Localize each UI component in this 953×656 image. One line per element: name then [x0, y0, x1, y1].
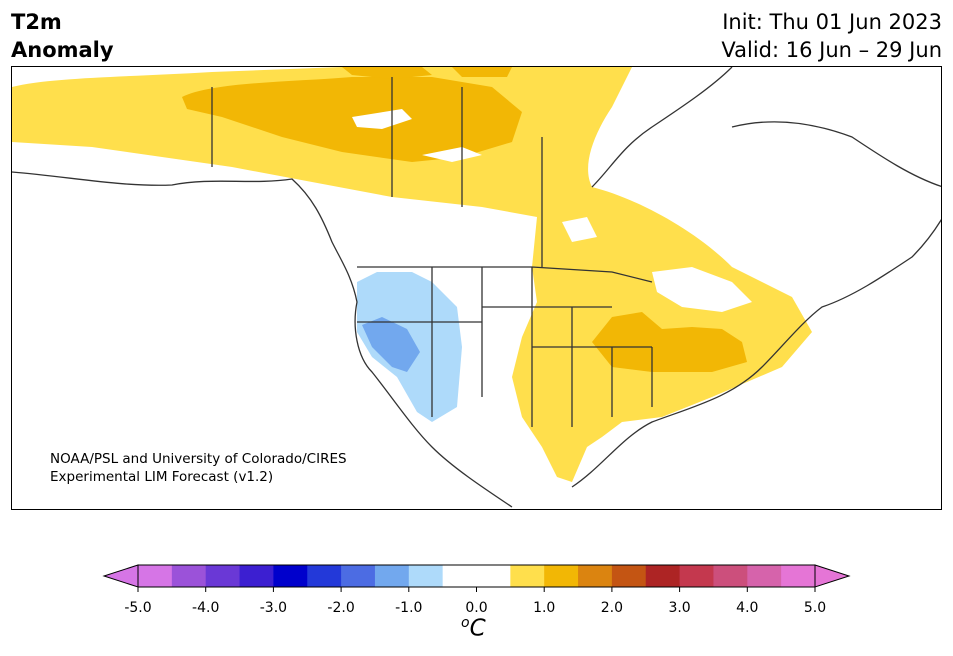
colorbar-swatch: [781, 565, 816, 587]
colorbar-swatch: [611, 565, 647, 587]
colorbar-swatch: [138, 565, 173, 587]
colorbar-swatch: [341, 565, 376, 587]
colorbar-tick-label: 5.0: [804, 600, 826, 616]
colorbar-tick-label: 3.0: [668, 600, 690, 616]
degree-symbol: o: [461, 615, 470, 631]
colorbar-tick-label: -2.0: [327, 600, 354, 616]
anomaly-map: NOAA/PSL and University of Colorado/CIRE…: [11, 66, 942, 510]
title-line-1: T2m: [11, 10, 62, 34]
unit-label: oC: [461, 615, 486, 642]
colorbar-swatch: [273, 565, 308, 587]
anomaly-region-orange-northeast: [342, 67, 512, 79]
colorbar-extend-max: [814, 564, 851, 588]
colorbar-tick-label: 4.0: [736, 600, 758, 616]
colorbar-swatch: [239, 565, 274, 587]
map-title: T2m Anomaly: [11, 8, 114, 64]
colorbar-swatch: [205, 565, 241, 587]
title-line-2: Anomaly: [11, 38, 114, 62]
colorbar-tick-label: 1.0: [533, 600, 555, 616]
colorbar-swatch: [679, 565, 714, 587]
colorbar-swatch: [747, 565, 782, 587]
colorbar-tick-label: -1.0: [395, 600, 422, 616]
colorbar-swatch: [713, 565, 748, 587]
colorbar-swatch: [442, 565, 477, 587]
credit-line-2: Experimental LIM Forecast (v1.2): [50, 469, 274, 485]
colorbar-swatch: [171, 565, 207, 587]
great-lakes-hole: [652, 267, 752, 312]
anomaly-region-blue-california: [362, 317, 420, 372]
colorbar-tick-label: -3.0: [260, 600, 287, 616]
colorbar-swatch: [578, 565, 613, 587]
coastlines-and-borders: [12, 67, 941, 508]
anomaly-region-orange-north: [182, 77, 522, 162]
anomaly-region-orange-midwest: [592, 312, 747, 372]
colorbar-swatch: [374, 565, 410, 587]
colorbar-outline: [137, 564, 816, 588]
map-canvas: [12, 67, 941, 508]
colorbar-swatch: [510, 565, 545, 587]
valid-range: Valid: 16 Jun – 29 Jun: [721, 38, 942, 62]
forecast-dates: Init: Thu 01 Jun 2023 Valid: 16 Jun – 29…: [721, 8, 942, 64]
lake-hole-3: [562, 217, 597, 242]
credit-line-1: NOAA/PSL and University of Colorado/CIRE…: [50, 451, 347, 467]
colorbar-tick-label: 2.0: [601, 600, 623, 616]
colorbar-extend-min: [102, 564, 139, 588]
forecast-credit: NOAA/PSL and University of Colorado/CIRE…: [50, 450, 347, 486]
unit-letter: C: [469, 615, 486, 642]
colorbar-tick-label: -4.0: [192, 600, 219, 616]
lake-hole-1: [352, 109, 412, 129]
lake-hole-2: [422, 147, 482, 162]
init-date: Init: Thu 01 Jun 2023: [722, 10, 942, 34]
colorbar-swatch: [408, 565, 444, 587]
colorbar-swatch: [645, 565, 681, 587]
colorbar-swatch: [476, 565, 511, 587]
colorbar-tick-label: -5.0: [124, 600, 151, 616]
colorbar-swatch: [307, 565, 342, 587]
colorbar-swatch: [544, 565, 579, 587]
colorbar-tick-label: 0.0: [465, 600, 487, 616]
